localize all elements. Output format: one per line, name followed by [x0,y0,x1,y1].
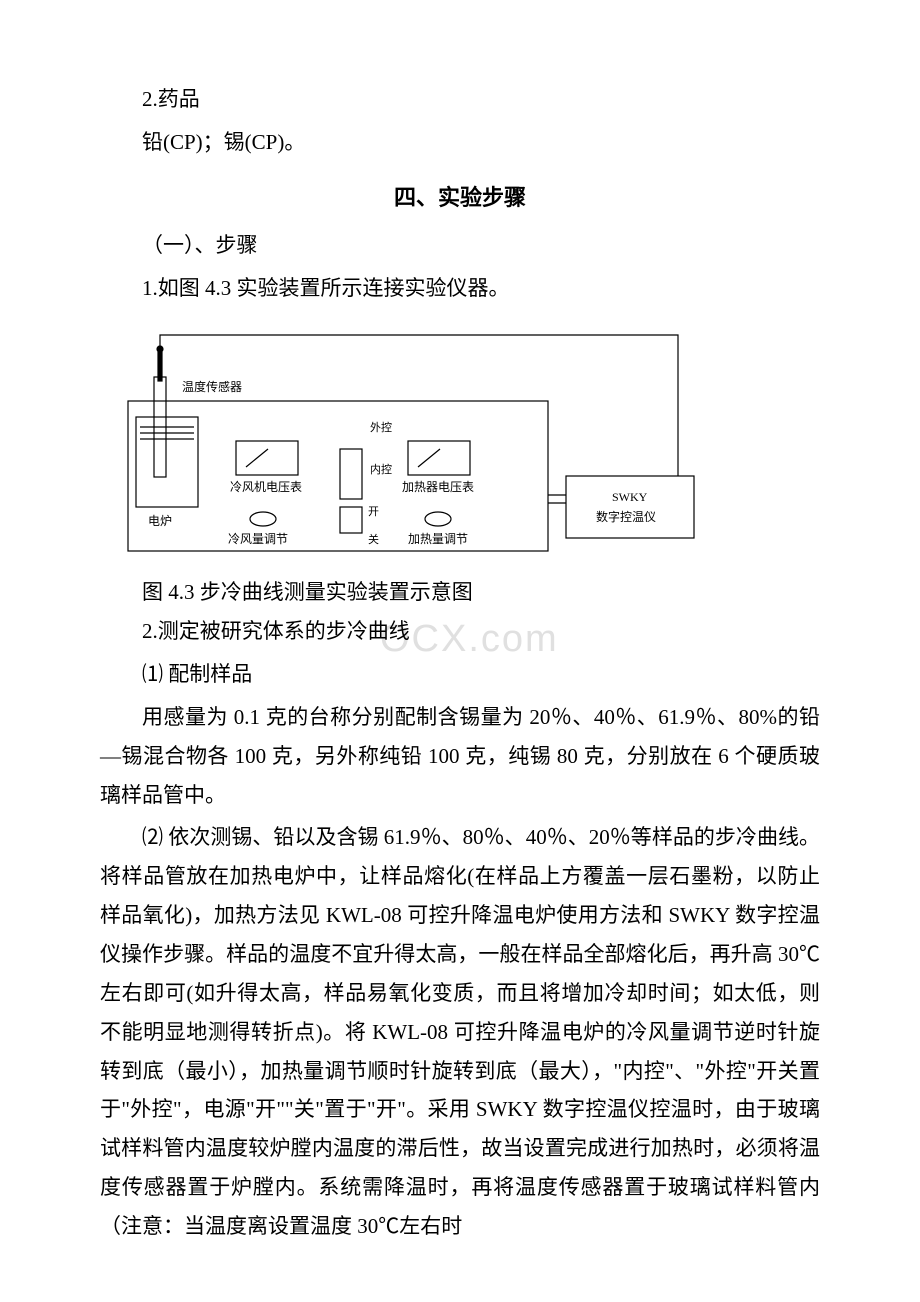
label-heat-adj: 加热量调节 [408,532,468,546]
label-off: 关 [368,532,379,546]
label-external: 外控 [370,420,392,434]
label-fan-meter: 冷风机电压表 [230,480,302,494]
paragraph-step1: 1.如图 4.3 实验装置所示连接实验仪器。 [100,269,820,308]
label-controller2: 数字控温仪 [596,509,656,524]
label-controller1: SWKY [612,490,648,504]
paragraph-chemicals-list: 铅(CP)；锡(CP)。 [100,123,820,162]
section-title: 四、实验步骤 [100,180,820,212]
label-on: 开 [368,506,379,518]
label-internal: 内控 [370,462,392,476]
diagram-container: 温度传感器 电炉 冷风机电压表 加热器电压表 外控 内控 开 关 冷风量调节 加… [100,321,820,571]
paragraph-step2: 2.测定被研究体系的步冷曲线 [100,612,820,651]
label-fan-adj: 冷风量调节 [228,532,288,546]
label-heater-meter: 加热器电压表 [402,480,474,494]
experiment-diagram: 温度传感器 电炉 冷风机电压表 加热器电压表 外控 内控 开 关 冷风量调节 加… [118,321,708,566]
paragraph-sub-heading: （一）、步骤 [100,226,820,265]
paragraph-chemicals-heading: 2.药品 [100,80,820,119]
paragraph-prepare: 用感量为 0.1 克的台称分别配制含锡量为 20％、40％、61.9％、80%的… [100,698,820,815]
paragraph-sub1: ⑴ 配制样品 [100,655,820,694]
paragraph-measure: ⑵ 依次测锡、铅以及含锡 61.9％、80％、40％、20％等样品的步冷曲线。将… [100,818,820,1245]
label-sensor: 温度传感器 [182,379,242,394]
label-furnace: 电炉 [148,514,172,528]
figure-caption: 图 4.3 步冷曲线测量实验装置示意图 [100,573,820,612]
